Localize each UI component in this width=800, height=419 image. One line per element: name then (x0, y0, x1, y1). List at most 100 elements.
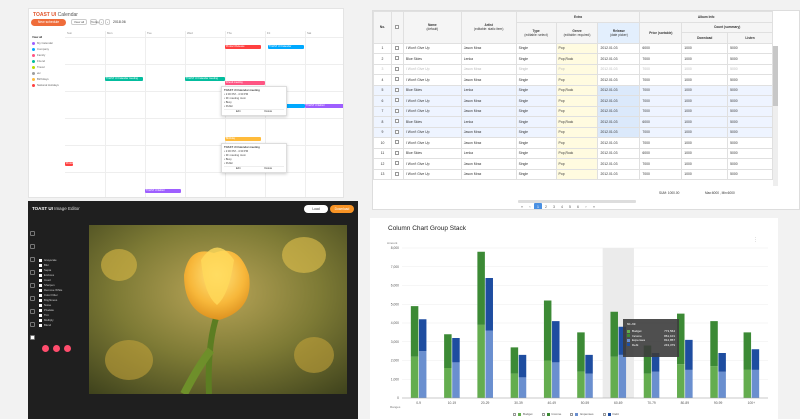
bar-budget-10-19[interactable] (444, 368, 452, 398)
bar-expenses-40-49[interactable] (552, 362, 560, 398)
cell-genre[interactable]: Pop (555, 105, 599, 117)
color-picker-swatch[interactable] (42, 345, 49, 352)
calendar-filter-item[interactable]: Company (29, 46, 65, 52)
popup-edit-button[interactable]: Edit (235, 110, 241, 113)
bar-budget-90-99[interactable] (710, 366, 718, 398)
bar-debt-0-9[interactable] (418, 319, 427, 352)
page-button[interactable]: 4 (561, 205, 563, 209)
row-select-checkbox[interactable] (395, 66, 400, 71)
bar-budget-30-39[interactable] (510, 373, 519, 398)
bar-budget-80-89[interactable] (677, 364, 685, 398)
bar-budget-0-9[interactable] (410, 356, 419, 398)
bar-debt-100+[interactable] (751, 349, 760, 370)
bar-income-90-99[interactable] (710, 321, 718, 367)
cell-release[interactable]: 2012.01.03 (597, 126, 641, 138)
col-name[interactable]: Name (default) (402, 11, 462, 44)
cell-listen[interactable]: 5000 (727, 63, 773, 75)
bar-expenses-30-39[interactable] (518, 377, 527, 398)
row-checkbox[interactable] (390, 158, 404, 170)
prev-button[interactable]: ‹ (99, 19, 104, 25)
col-check[interactable] (390, 11, 404, 44)
row-select-checkbox[interactable] (395, 161, 400, 166)
cell-artist[interactable]: Jason Mraz (460, 158, 517, 170)
calendar-filter-item[interactable]: etc (29, 70, 65, 76)
filter-option[interactable]: Invert (39, 278, 87, 283)
row-number[interactable]: 13 (373, 168, 392, 180)
calendar-event[interactable]: TOAST UI Editor (305, 104, 343, 108)
cell-price[interactable]: 7000 (639, 137, 683, 149)
row-select-checkbox[interactable] (395, 129, 400, 134)
page-button[interactable]: › (585, 205, 587, 209)
cell-listen[interactable]: 5000 (727, 42, 773, 54)
rotate-icon[interactable] (30, 257, 35, 262)
cell-name[interactable]: I Won't Give Up (402, 42, 462, 54)
filter-option[interactable]: Sepia (39, 268, 87, 273)
cell-price[interactable]: 7000 (639, 63, 683, 75)
filter-checkbox[interactable] (39, 314, 42, 317)
row-select-checkbox[interactable] (395, 45, 400, 50)
filter-checkbox[interactable] (39, 289, 42, 292)
cell-price[interactable]: 7000 (639, 126, 683, 138)
canvas-image[interactable] (89, 225, 347, 394)
filter-checkbox[interactable] (39, 299, 42, 302)
bar-budget-60-69[interactable] (610, 356, 618, 398)
bar-debt-10-19[interactable] (452, 338, 460, 363)
calendar-filter-item[interactable]: Friend (29, 58, 65, 64)
bar-income-20-29[interactable] (477, 251, 485, 325)
filter-option[interactable]: Pixelate (39, 308, 87, 313)
shape-icon[interactable] (30, 283, 35, 288)
bar-income-80-89[interactable] (677, 313, 685, 365)
table-row[interactable]: 4 I Won't Give Up Jason Mraz Single Pop 2012.… (373, 74, 773, 86)
cell-artist[interactable]: Lenka (460, 53, 517, 65)
col-artist[interactable]: Artist (editable: static item) (460, 11, 517, 44)
cell-release[interactable]: 2012.01.03 (597, 84, 641, 96)
cell-name[interactable]: I Won't Give Up (402, 158, 462, 170)
filter-checkbox[interactable] (39, 274, 42, 277)
download-button[interactable]: Download (330, 205, 354, 213)
filter-checkbox[interactable] (39, 284, 42, 287)
cell-type[interactable]: Single (515, 84, 557, 96)
cell-release[interactable]: 2012.01.03 (597, 116, 641, 128)
horizontal-scrollbar[interactable] (518, 200, 636, 203)
popup-delete-button[interactable]: Delete (264, 110, 273, 113)
col-type[interactable]: Type (editable: select) (515, 21, 557, 44)
cell-artist[interactable]: Lenka (460, 84, 517, 96)
filter-checkbox[interactable] (39, 259, 42, 262)
row-checkbox[interactable] (390, 137, 404, 149)
table-row[interactable]: 5 Blue Skies Lenka Single Pop,Rock 2012.01.03… (373, 84, 773, 96)
bar-budget-100+[interactable] (743, 369, 752, 398)
cell-name[interactable]: I Won't Give Up (402, 105, 462, 117)
page-button[interactable]: ‹ (529, 205, 531, 209)
cell-type[interactable]: Single (515, 63, 557, 75)
page-button[interactable]: 6 (577, 205, 579, 209)
cell-genre[interactable]: Pop (555, 137, 599, 149)
cell-name[interactable]: Blue Skies (402, 116, 462, 128)
filter-icon[interactable] (30, 335, 35, 340)
row-number[interactable]: 5 (373, 84, 392, 96)
filter-checkbox[interactable] (39, 269, 42, 272)
row-number[interactable]: 3 (373, 63, 392, 75)
col-listen[interactable]: Listen (727, 32, 773, 44)
bar-debt-40-49[interactable] (552, 321, 560, 363)
row-number[interactable]: 6 (373, 95, 392, 107)
cell-price[interactable]: 6000 (639, 116, 683, 128)
cell-artist[interactable]: Lenka (460, 147, 517, 159)
cell-release[interactable]: 2012.01.03 (597, 42, 641, 54)
bar-income-10-19[interactable] (444, 334, 452, 368)
bar-expenses-70-79[interactable] (651, 371, 660, 398)
bar-income-60-69[interactable] (610, 311, 618, 357)
cell-genre[interactable]: Pop (555, 63, 599, 75)
view-all-checkbox[interactable]: View all (32, 35, 43, 39)
table-row[interactable]: 3 I Won't Give Up Jason Mraz Single Pop 2012.… (373, 63, 773, 75)
cell-release[interactable]: 2012.01.03 (597, 105, 641, 117)
cell-downloads[interactable]: 1000 (681, 74, 729, 86)
bar-income-50-59[interactable] (577, 332, 585, 372)
calendar-event[interactable]: Friend meeting (225, 81, 265, 85)
row-checkbox[interactable] (390, 42, 404, 54)
popup-delete-button[interactable]: Delete (264, 167, 273, 170)
cell-downloads[interactable]: 1000 (681, 84, 729, 96)
col-genre[interactable]: Genre (editable: required) (555, 21, 599, 44)
row-checkbox[interactable] (390, 95, 404, 107)
cell-genre[interactable]: Pop (555, 158, 599, 170)
calendar-filter-item[interactable]: National Holidays (29, 82, 65, 88)
